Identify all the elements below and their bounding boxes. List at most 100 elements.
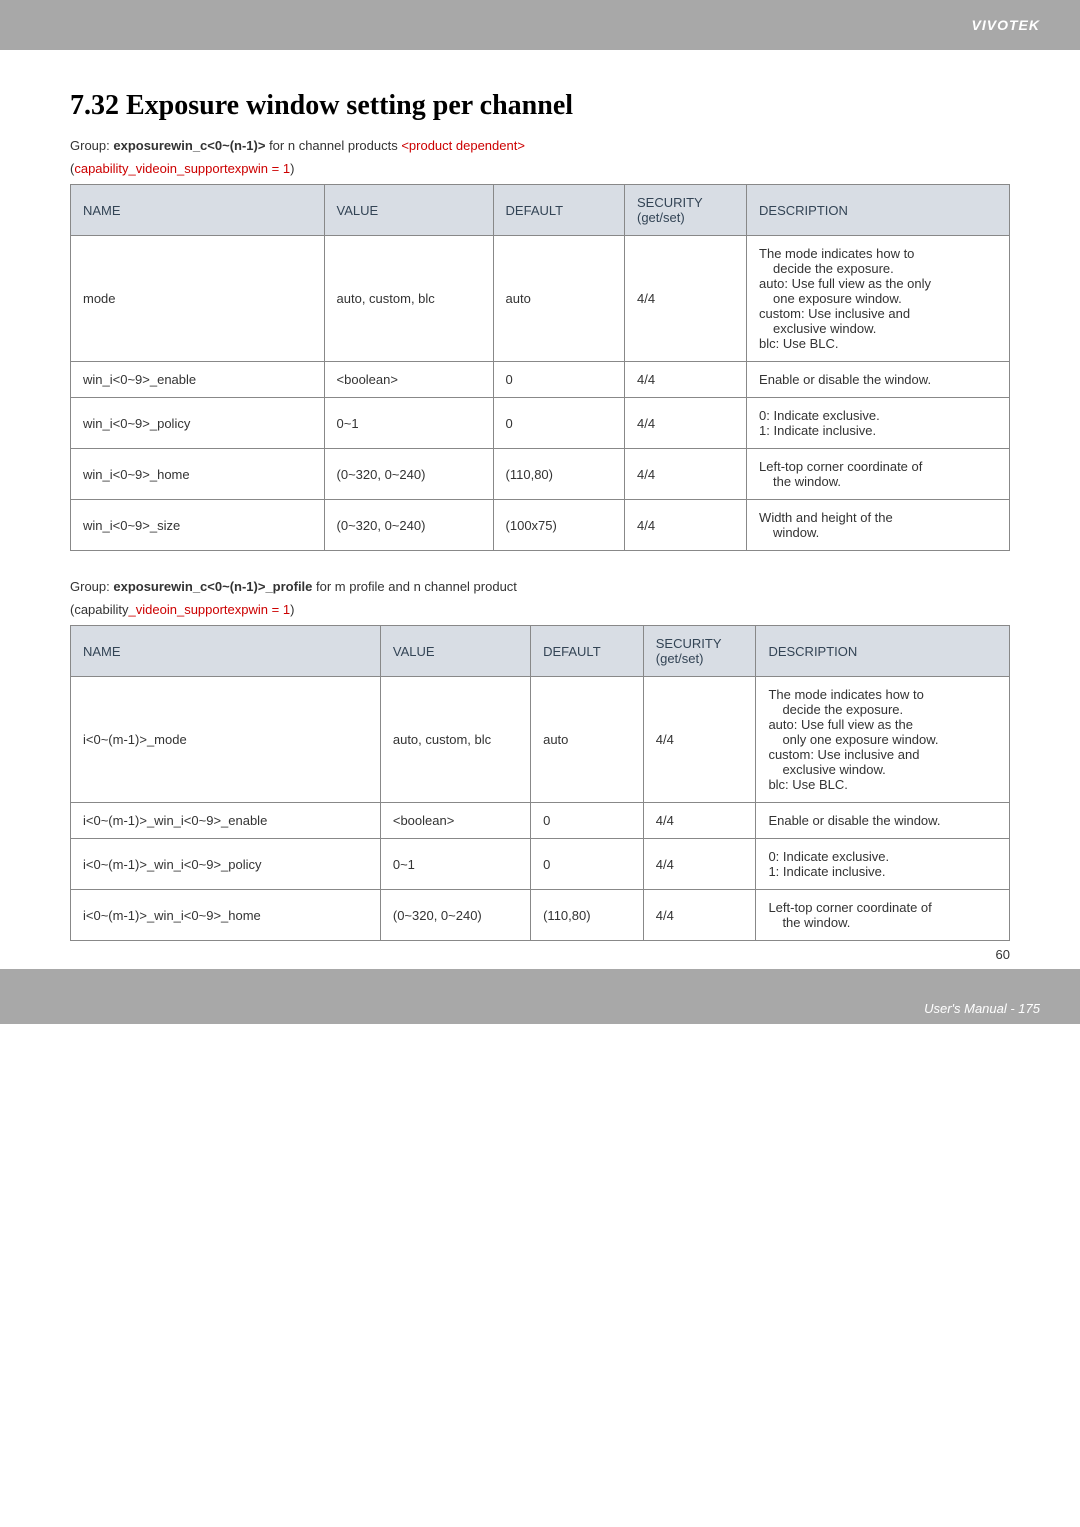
- cell-name: i<0~(m-1)>_mode: [71, 677, 381, 803]
- cell-name: i<0~(m-1)>_win_i<0~9>_home: [71, 890, 381, 941]
- cap2-open: (capability: [70, 602, 129, 617]
- group1-line: Group: exposurewin_c<0~(n-1)> for n chan…: [70, 138, 1010, 153]
- cell-name: mode: [71, 236, 325, 362]
- page-content: 7.32 Exposure window setting per channel…: [0, 50, 1080, 941]
- cell-name: i<0~(m-1)>_win_i<0~9>_policy: [71, 839, 381, 890]
- th-security: SECURITY (get/set): [624, 185, 746, 236]
- cell-security: 4/4: [624, 362, 746, 398]
- cell-security: 4/4: [624, 398, 746, 449]
- table-b: NAME VALUE DEFAULT SECURITY (get/set) DE…: [70, 625, 1010, 941]
- cell-value: (0~320, 0~240): [324, 449, 493, 500]
- desc-line: 1: Indicate inclusive.: [768, 864, 997, 879]
- desc-line: one exposure window.: [759, 291, 997, 306]
- desc-line: exclusive window.: [768, 762, 997, 777]
- cell-default: 0: [493, 398, 624, 449]
- group2-prefix: Group:: [70, 579, 113, 594]
- cell-value: 0~1: [324, 398, 493, 449]
- table-row: win_i<0~9>_size(0~320, 0~240)(100x75)4/4…: [71, 500, 1010, 551]
- group1-key: exposurewin_c<0~(n-1)>: [113, 138, 265, 153]
- cell-security: 4/4: [624, 449, 746, 500]
- cell-default: (100x75): [493, 500, 624, 551]
- footer-band: User's Manual - 175: [0, 969, 1080, 1024]
- group1-product-dependent: <product dependent>: [401, 138, 525, 153]
- desc-line: custom: Use inclusive and: [768, 747, 997, 762]
- th-name: NAME: [71, 185, 325, 236]
- th-default: DEFAULT: [531, 626, 644, 677]
- cap1-capability: capability: [74, 161, 128, 176]
- table-row: i<0~(m-1)>_win_i<0~9>_home(0~320, 0~240)…: [71, 890, 1010, 941]
- cell-security: 4/4: [643, 677, 756, 803]
- cell-value: <boolean>: [380, 803, 530, 839]
- group2-key: exposurewin_c<0~(n-1)>_profile: [113, 579, 312, 594]
- capability1-line: (capability_videoin_supportexpwin = 1): [70, 161, 1010, 176]
- desc-line: decide the exposure.: [759, 261, 997, 276]
- cell-security: 4/4: [643, 890, 756, 941]
- table-row: modeauto, custom, blcauto4/4The mode ind…: [71, 236, 1010, 362]
- table-row: win_i<0~9>_policy0~104/40: Indicate excl…: [71, 398, 1010, 449]
- cell-default: 0: [531, 839, 644, 890]
- cell-name: win_i<0~9>_enable: [71, 362, 325, 398]
- section-heading: 7.32 Exposure window setting per channel: [70, 90, 1010, 122]
- cap2-close: ): [290, 602, 294, 617]
- cell-security: 4/4: [643, 803, 756, 839]
- table-row: i<0~(m-1)>_modeauto, custom, blcauto4/4T…: [71, 677, 1010, 803]
- cell-name: i<0~(m-1)>_win_i<0~9>_enable: [71, 803, 381, 839]
- desc-line: 1: Indicate inclusive.: [759, 423, 997, 438]
- cell-value: 0~1: [380, 839, 530, 890]
- desc-line: exclusive window.: [759, 321, 997, 336]
- desc-line: Width and height of the: [759, 510, 997, 525]
- cell-description: 0: Indicate exclusive.1: Indicate inclus…: [756, 839, 1010, 890]
- table-row: win_i<0~9>_home(0~320, 0~240)(110,80)4/4…: [71, 449, 1010, 500]
- desc-line: 0: Indicate exclusive.: [768, 849, 997, 864]
- cell-description: Enable or disable the window.: [756, 803, 1010, 839]
- desc-line: 0: Indicate exclusive.: [759, 408, 997, 423]
- th-description: DESCRIPTION: [747, 185, 1010, 236]
- cell-default: 0: [493, 362, 624, 398]
- desc-line: auto: Use full view as the only: [759, 276, 997, 291]
- group1-suffix: for n channel products: [265, 138, 401, 153]
- cell-description: Left-top corner coordinate ofthe window.: [747, 449, 1010, 500]
- cell-default: auto: [531, 677, 644, 803]
- desc-line: window.: [759, 525, 997, 540]
- brand-text: VIVOTEK: [972, 17, 1040, 33]
- th-description: DESCRIPTION: [756, 626, 1010, 677]
- th-name: NAME: [71, 626, 381, 677]
- desc-line: Left-top corner coordinate of: [759, 459, 997, 474]
- desc-line: The mode indicates how to: [759, 246, 997, 261]
- desc-line: auto: Use full view as the: [768, 717, 997, 732]
- th-value: VALUE: [380, 626, 530, 677]
- table-row: win_i<0~9>_enable<boolean>04/4 Enable or …: [71, 362, 1010, 398]
- cell-name: win_i<0~9>_size: [71, 500, 325, 551]
- desc-line: the window.: [768, 915, 997, 930]
- cell-default: auto: [493, 236, 624, 362]
- th-value: VALUE: [324, 185, 493, 236]
- th-security: SECURITY (get/set): [643, 626, 756, 677]
- cell-description: 0: Indicate exclusive.1: Indicate inclus…: [747, 398, 1010, 449]
- cell-value: <boolean>: [324, 362, 493, 398]
- th-default: DEFAULT: [493, 185, 624, 236]
- footer-manual-text: User's Manual - 175: [924, 1001, 1040, 1016]
- cap1-tail: _videoin_supportexpwin = 1: [129, 161, 291, 176]
- cell-value: auto, custom, blc: [380, 677, 530, 803]
- cell-name: win_i<0~9>_policy: [71, 398, 325, 449]
- cell-value: (0~320, 0~240): [324, 500, 493, 551]
- desc-line: only one exposure window.: [768, 732, 997, 747]
- cell-description: Width and height of thewindow.: [747, 500, 1010, 551]
- cell-default: (110,80): [493, 449, 624, 500]
- desc-line: The mode indicates how to: [768, 687, 997, 702]
- desc-line: blc: Use BLC.: [759, 336, 997, 351]
- cell-security: 4/4: [624, 236, 746, 362]
- cell-description: Enable or disable the window.: [747, 362, 1010, 398]
- cell-description: The mode indicates how todecide the expo…: [756, 677, 1010, 803]
- desc-line: blc: Use BLC.: [768, 777, 997, 792]
- desc-line: Enable or disable the window.: [759, 372, 997, 387]
- cell-value: (0~320, 0~240): [380, 890, 530, 941]
- desc-line: Enable or disable the window.: [768, 813, 997, 828]
- group2-suffix: for m profile and n channel product: [312, 579, 517, 594]
- cell-security: 4/4: [643, 839, 756, 890]
- group1-prefix: Group:: [70, 138, 113, 153]
- desc-line: Left-top corner coordinate of: [768, 900, 997, 915]
- cell-security: 4/4: [624, 500, 746, 551]
- capability2-line: (capability_videoin_supportexpwin = 1): [70, 602, 1010, 617]
- cell-name: win_i<0~9>_home: [71, 449, 325, 500]
